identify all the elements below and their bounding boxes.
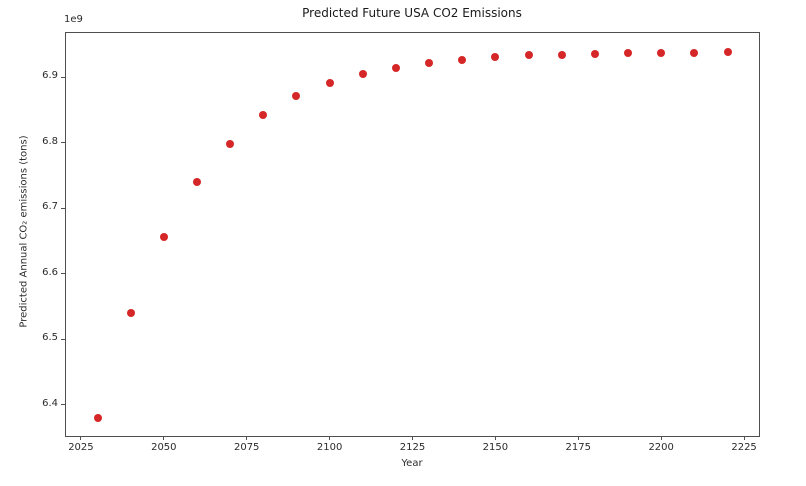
x-tick xyxy=(80,436,82,440)
y-tick-label: 6.8 xyxy=(42,135,58,147)
data-point xyxy=(226,139,235,148)
y-tick-label: 6.6 xyxy=(42,266,58,278)
plot-area: 2025 2050 2075 2100 2125 2150 2175 2200 2225 6.4 6… xyxy=(42,32,760,453)
x-tick-label: 2075 xyxy=(233,442,260,453)
y-tick xyxy=(61,142,65,144)
data-point xyxy=(325,79,334,88)
y-tick-label: 6.4 xyxy=(42,397,58,409)
y-axis-label: Predicted Annual CO₂ emissions (tons) xyxy=(18,135,30,328)
data-point xyxy=(524,51,533,60)
x-tick-label: 2100 xyxy=(316,442,343,453)
x-tick xyxy=(246,436,248,440)
x-axis-label: Year xyxy=(401,458,423,469)
y-tick xyxy=(61,207,65,209)
data-point xyxy=(491,53,500,62)
data-point xyxy=(126,309,135,317)
y-axis-offset-text: 1e9 xyxy=(64,14,83,25)
y-tick xyxy=(61,404,65,406)
data-point xyxy=(425,59,434,68)
x-tick xyxy=(329,436,331,440)
data-point xyxy=(690,48,699,57)
y-tick xyxy=(61,273,65,275)
data-point xyxy=(259,111,268,120)
data-point xyxy=(358,70,367,79)
y-tick-label: 6.7 xyxy=(42,201,58,213)
x-tick-label: 2175 xyxy=(565,442,591,453)
data-point xyxy=(557,50,566,59)
x-tick-label: 2225 xyxy=(731,442,757,453)
data-point xyxy=(292,92,301,101)
data-point xyxy=(458,55,467,64)
x-tick xyxy=(494,436,496,440)
x-tick xyxy=(577,436,579,440)
y-tick xyxy=(61,76,65,78)
x-tick xyxy=(163,436,165,440)
data-point xyxy=(192,178,201,187)
x-tick-label: 2025 xyxy=(68,442,94,453)
y-tick xyxy=(61,338,65,340)
y-tick-label: 6.5 xyxy=(42,332,58,344)
data-point xyxy=(723,47,732,56)
y-tick-label: 6.9 xyxy=(42,70,58,82)
chart-title: Predicted Future USA CO2 Emissions xyxy=(302,6,522,20)
data-point xyxy=(391,63,400,72)
data-point xyxy=(159,233,168,242)
x-tick xyxy=(660,436,662,440)
x-tick-label: 2050 xyxy=(151,442,177,453)
x-tick xyxy=(743,436,745,440)
data-point xyxy=(590,49,599,58)
x-tick-label: 2150 xyxy=(482,442,509,453)
x-tick xyxy=(412,436,413,440)
data-point xyxy=(657,48,666,57)
x-tick-label: 2125 xyxy=(399,442,426,453)
data-point xyxy=(93,413,102,422)
data-point xyxy=(624,49,633,58)
x-tick-label: 2200 xyxy=(648,442,674,453)
